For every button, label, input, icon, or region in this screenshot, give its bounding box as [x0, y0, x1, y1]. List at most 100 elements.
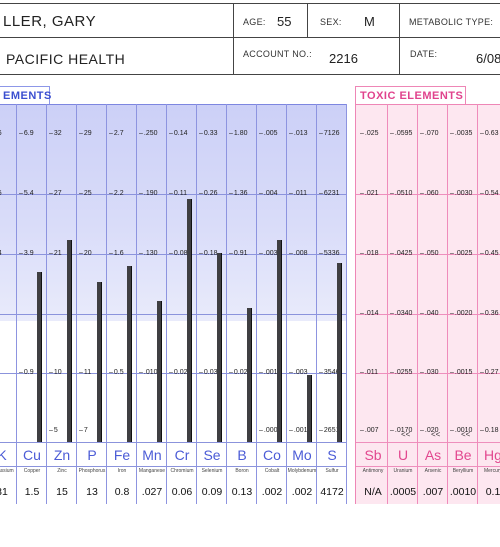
- column-mercury: [478, 104, 500, 504]
- tick-label-cobalt: .001: [259, 369, 278, 377]
- tick-label-manganese: .250: [139, 130, 158, 138]
- bar-chromium: [187, 199, 192, 442]
- tick-label-sulfur: 6231: [319, 190, 340, 198]
- column-copper: [17, 104, 47, 504]
- age-label: AGE:: [243, 17, 266, 27]
- result-manganese: .027: [141, 486, 163, 498]
- account-cell: ACCOUNT NO.: 2216: [234, 38, 400, 74]
- tick-label-mercury: 0.36: [480, 310, 499, 318]
- tick-label-beryllium: .0030: [450, 190, 473, 198]
- tick-label-iron: 2.7: [109, 130, 124, 138]
- name-potassium: Potassium: [0, 468, 14, 474]
- tick-label-arsenic: .050: [420, 250, 439, 258]
- symbol-antimony: Sb: [364, 447, 382, 463]
- symbol-arsenic: As: [424, 447, 442, 463]
- tick-label-potassium: 35: [0, 190, 2, 198]
- symbol-iron: Fe: [113, 447, 131, 463]
- symbol-copper: Cu: [23, 447, 41, 463]
- symbol-zinc: Zn: [53, 447, 71, 463]
- bar-iron: [127, 266, 132, 442]
- name-copper: Copper: [23, 468, 41, 474]
- column-antimony: [358, 104, 388, 504]
- nutrient-reference-band: [0, 105, 346, 321]
- column-potassium: [0, 104, 17, 504]
- symbol-chromium: Cr: [174, 447, 190, 463]
- bar-phosphorus: [97, 282, 102, 442]
- result-zinc: 15: [56, 486, 68, 498]
- symbol-uranium: U: [397, 447, 409, 463]
- tick-label-mercury: 0.27: [480, 369, 499, 377]
- age-value: 55: [277, 14, 292, 29]
- tick-label-antimony: .018: [360, 250, 379, 258]
- tick-label-antimony: .021: [360, 190, 379, 198]
- tick-label-selenium: 0.03: [199, 369, 218, 377]
- bar-sulfur: [337, 263, 342, 442]
- tick-label-phosphorus: 29: [79, 130, 92, 138]
- tick-label-molybdenum: .001: [289, 427, 308, 435]
- result-chromium: 0.06: [171, 486, 193, 498]
- low-marker-uranium: <<: [401, 430, 411, 439]
- tick-label-arsenic: .070: [420, 130, 439, 138]
- tick-label-phosphorus: 20: [79, 250, 92, 258]
- tick-label-cobalt: .003: [259, 250, 278, 258]
- tick-label-copper: 5.4: [19, 190, 34, 198]
- header-row-2: PACIFIC HEALTH ACCOUNT NO.: 2216 DATE: 6…: [0, 37, 500, 75]
- nutrient-elements-panel: [0, 104, 347, 504]
- divider-nutrient: [0, 466, 346, 467]
- bar-selenium: [217, 253, 222, 442]
- name-beryllium: Beryllium: [452, 468, 474, 474]
- column-beryllium: [448, 104, 478, 504]
- name-sulfur: Sulfur: [325, 468, 339, 474]
- column-cobalt: [257, 104, 287, 504]
- metabolic-type-cell: METABOLIC TYPE:: [400, 4, 500, 37]
- toxic-elements-panel: [355, 104, 500, 504]
- date-label: DATE:: [410, 49, 438, 59]
- name-zinc: Zinc: [57, 468, 67, 474]
- result-selenium: 0.09: [201, 486, 223, 498]
- name-molybdenum: Molybdenum: [287, 468, 317, 474]
- tick-label-copper: 6.9: [19, 130, 34, 138]
- bar-copper: [37, 272, 42, 442]
- tick-label-selenium: 0.26: [199, 190, 218, 198]
- tick-label-cobalt: .004: [259, 190, 278, 198]
- tick-label-molybdenum: .008: [289, 250, 308, 258]
- result-cobalt: .002: [261, 486, 283, 498]
- tick-label-boron: 1.80: [229, 130, 248, 138]
- tick-label-arsenic: .030: [420, 369, 439, 377]
- tick-label-antimony: .025: [360, 130, 379, 138]
- column-iron: [107, 104, 137, 504]
- toxic-elements-heading: TOXIC ELEMENTS: [355, 86, 466, 104]
- tick-label-copper: 0.9: [19, 369, 34, 377]
- tick-label-uranium: .0340: [390, 310, 413, 318]
- tick-label-zinc: 10: [49, 369, 62, 377]
- name-phosphorus: Phosphorus: [78, 468, 106, 474]
- tick-label-beryllium: .0035: [450, 130, 473, 138]
- symbol-manganese: Mn: [142, 447, 162, 463]
- result-molybdenum: .002: [291, 486, 313, 498]
- tick-label-chromium: 0.11: [169, 190, 187, 198]
- tick-label-mercury: 0.63: [480, 130, 499, 138]
- age-cell: AGE: 55: [234, 4, 308, 37]
- name-selenium: Selenium: [201, 468, 223, 474]
- tick-label-antimony: .014: [360, 310, 379, 318]
- result-iron: 0.8: [114, 486, 130, 498]
- result-mercury: 0.1: [485, 486, 500, 498]
- name-chromium: Chromium: [170, 468, 194, 474]
- tick-label-selenium: 0.18: [199, 250, 218, 258]
- name-manganese: Manganese: [138, 468, 166, 474]
- result-boron: 0.13: [231, 486, 253, 498]
- tick-label-molybdenum: .013: [289, 130, 308, 138]
- column-zinc: [47, 104, 77, 504]
- tick-label-cobalt: .005: [259, 130, 278, 138]
- name-arsenic: Arsenic: [424, 468, 442, 474]
- nutrient-elements-heading: EMENTS: [0, 86, 51, 104]
- bar-molybdenum: [307, 375, 312, 442]
- tick-label-boron: 0.02: [229, 369, 248, 377]
- tick-label-potassium: 46: [0, 130, 2, 138]
- sex-label: SEX:: [320, 17, 342, 27]
- organization-name: PACIFIC HEALTH: [6, 51, 126, 67]
- tick-label-cobalt: .000: [259, 427, 278, 435]
- tick-label-chromium: 0.08: [169, 250, 188, 258]
- tick-label-antimony: .007: [360, 427, 379, 435]
- name-iron: Iron: [117, 468, 127, 474]
